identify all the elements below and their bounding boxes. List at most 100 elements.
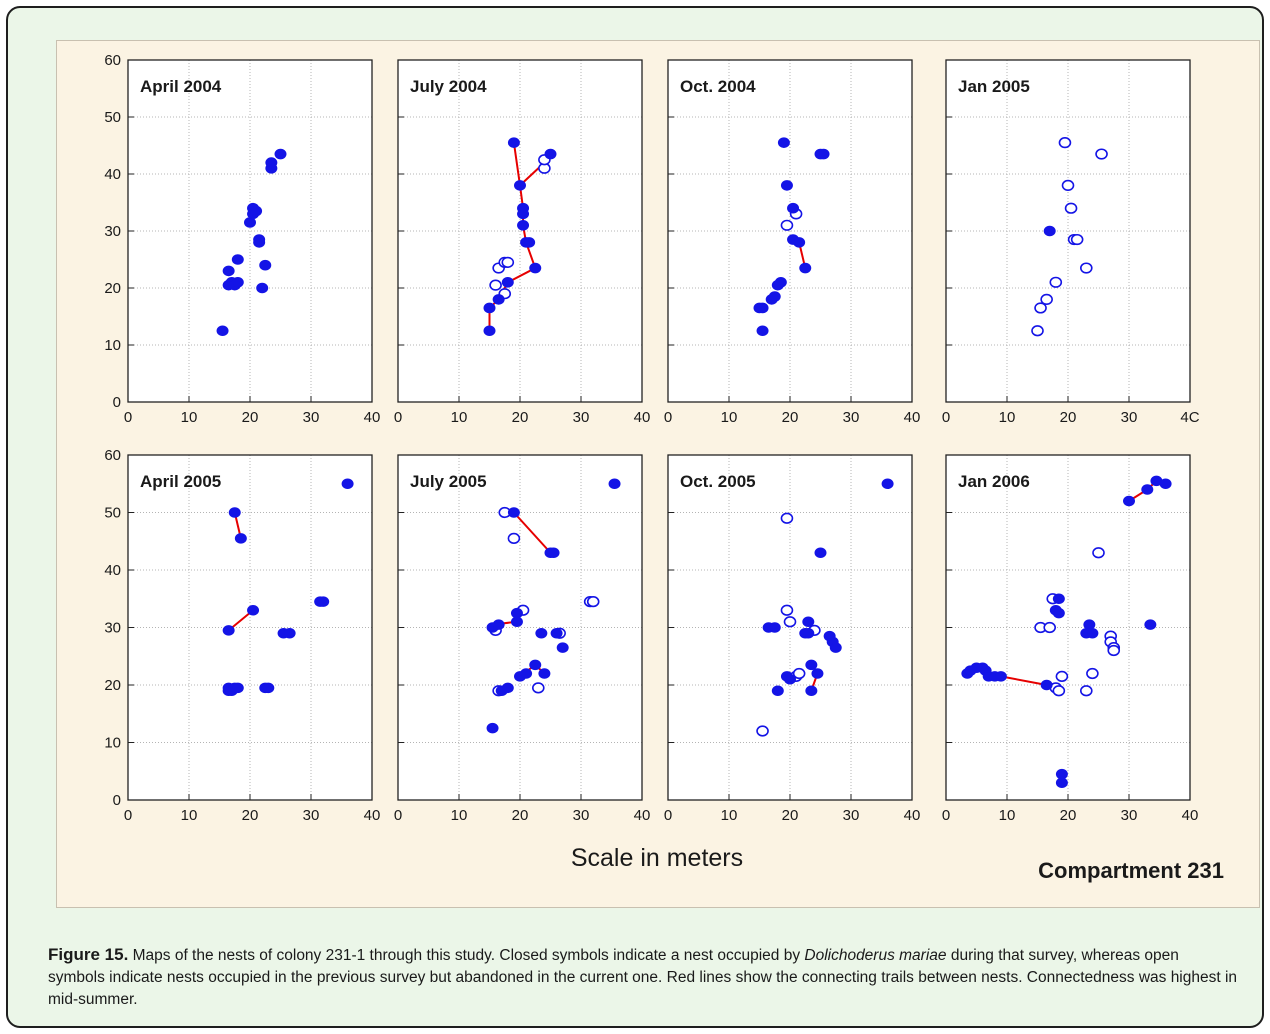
closed-nest-point <box>756 302 769 314</box>
caption-figure-label: Figure 15. <box>48 945 129 964</box>
closed-nest-point <box>523 237 536 248</box>
open-nest-point <box>1031 325 1044 337</box>
trail-line <box>513 511 552 554</box>
closed-nest-point <box>1144 619 1157 630</box>
x-tick-label: 30 <box>843 807 860 824</box>
x-tick-label: 30 <box>1121 807 1138 824</box>
y-tick-label: 50 <box>104 505 121 522</box>
closed-nest-point <box>231 254 244 265</box>
closed-nest-point <box>341 478 354 490</box>
closed-nest-point <box>771 685 784 697</box>
closed-nest-point <box>1141 484 1154 495</box>
x-tick-label: 20 <box>782 807 799 824</box>
open-nest-point <box>1086 667 1099 680</box>
x-tick-label: 0 <box>394 409 402 426</box>
closed-nest-point <box>1043 225 1056 237</box>
panel-title: July 2005 <box>410 472 487 491</box>
panel-title: Jan 2006 <box>958 472 1030 491</box>
open-nest-point <box>756 725 769 737</box>
closed-nest-point <box>777 137 790 148</box>
open-nest-point <box>531 682 545 694</box>
closed-nest-point <box>1159 478 1172 490</box>
open-nest-point <box>792 667 806 680</box>
x-tick-label: 0 <box>124 409 132 426</box>
open-nest-point <box>507 532 521 544</box>
x-tick-label: 30 <box>843 409 860 426</box>
closed-nest-point <box>1040 679 1053 691</box>
closed-nest-point <box>274 148 287 160</box>
open-nest-point <box>1070 233 1084 246</box>
closed-nest-point <box>805 685 818 697</box>
closed-nest-point <box>805 659 818 671</box>
closed-nest-point <box>529 659 542 671</box>
x-tick-label: 10 <box>181 409 198 426</box>
x-tick-label: 40 <box>364 807 381 824</box>
closed-nest-point <box>250 205 263 217</box>
x-tick-label: 20 <box>512 409 529 426</box>
closed-nest-point <box>1052 607 1065 619</box>
closed-nest-point <box>881 478 894 490</box>
closed-nest-point <box>256 282 269 294</box>
x-tick-label: 20 <box>242 807 259 824</box>
closed-nest-point <box>492 294 505 305</box>
panel-5: 0 10 20 30 40 0 10 20 30 40 50 60 April 2005 <box>104 447 380 824</box>
closed-nest-point <box>544 148 557 160</box>
closed-nest-point <box>1052 593 1065 605</box>
x-tick-label: 0 <box>942 807 950 824</box>
closed-nest-point <box>222 265 235 277</box>
closed-nest-point <box>793 237 806 248</box>
open-nest-point <box>1043 621 1056 634</box>
x-tick-label: 20 <box>1060 807 1077 824</box>
panel-title: April 2005 <box>140 472 221 491</box>
closed-nest-point <box>216 325 229 337</box>
x-tick-label: 40 <box>634 807 651 824</box>
panel-1: 0 10 20 30 40 0 10 20 30 40 50 60 April 2004 <box>104 52 380 426</box>
closed-nest-point <box>231 277 244 288</box>
closed-nest-point <box>768 291 781 302</box>
x-tick-label: 10 <box>451 807 468 824</box>
closed-nest-point <box>756 325 769 337</box>
closed-nest-point <box>517 220 530 231</box>
caption-text-part-1: Maps of the nests of colony 231-1 throug… <box>128 947 805 964</box>
panel-title: Oct. 2004 <box>680 77 756 96</box>
y-tick-label: 40 <box>104 166 121 183</box>
panel-8: 0 10 20 30 40 Jan 2006 <box>942 454 1199 824</box>
closed-nest-point <box>262 682 275 694</box>
x-tick-label: 0 <box>942 409 950 426</box>
open-nest-point <box>1080 685 1093 697</box>
closed-nest-point <box>802 627 815 639</box>
closed-nest-point <box>608 478 621 490</box>
open-nest-point <box>780 219 794 231</box>
open-nest-point <box>1052 685 1066 697</box>
panels-group: 0 10 20 30 40 0 10 20 30 40 50 60 April 2004 0 10 20 30 4… <box>104 52 1199 824</box>
x-tick-label: 10 <box>721 409 738 426</box>
closed-nest-point <box>265 157 278 168</box>
panel-title: Jan 2005 <box>958 77 1030 96</box>
y-tick-label: 20 <box>104 677 121 694</box>
y-tick-label: 0 <box>113 792 121 809</box>
closed-nest-point <box>501 682 514 694</box>
closed-nest-point <box>231 682 244 694</box>
x-tick-label: 40 <box>1182 807 1199 824</box>
open-nest-point <box>783 616 797 628</box>
x-tick-label: 30 <box>303 409 320 426</box>
closed-nest-point <box>507 137 520 148</box>
closed-nest-point <box>538 668 551 679</box>
y-tick-label: 10 <box>104 337 121 354</box>
closed-nest-point <box>253 234 266 245</box>
panel-title: Oct. 2005 <box>680 472 756 491</box>
x-tick-label: 20 <box>782 409 799 426</box>
open-nest-point <box>1080 262 1093 274</box>
x-tick-label: 10 <box>181 807 198 824</box>
open-nest-point <box>501 256 515 268</box>
x-tick-label: 20 <box>512 807 529 824</box>
panel-title: July 2004 <box>410 77 487 96</box>
x-tick-label: 4C <box>1180 409 1199 426</box>
closed-nest-point <box>492 619 505 630</box>
closed-nest-point <box>547 547 560 559</box>
x-tick-label: 20 <box>242 409 259 426</box>
open-nest-point <box>1034 302 1047 314</box>
x-tick-label: 0 <box>664 409 672 426</box>
closed-nest-point <box>550 627 563 639</box>
